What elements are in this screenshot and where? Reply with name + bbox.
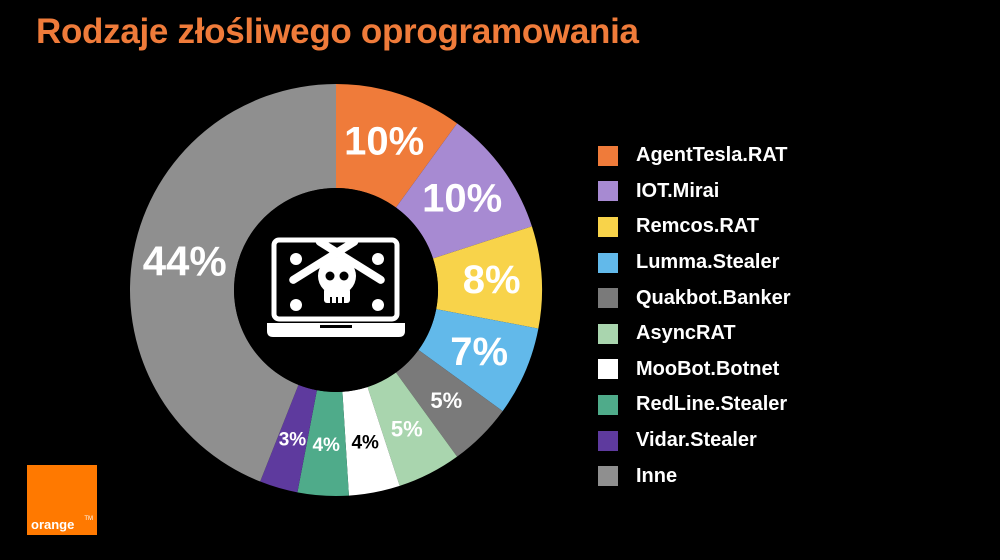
slice-iot-mirai [395,123,532,259]
legend-label: RedLine.Stealer [636,393,788,416]
legend-swatch [598,323,618,344]
legend-label: Quakbot.Banker [636,286,791,309]
chart-title: Rodzaje złośliwego oprogramowania [36,12,639,51]
legend: AgentTesla.RAT IOT.Mirai Remcos.RAT Lumma.S… [598,138,790,494]
legend-label: Remcos.RAT [636,215,759,238]
legend-item-agenttesla-rat: AgentTesla.RAT [598,138,790,174]
data-label-redline-stealer: 4% [312,435,340,456]
legend-label: AsyncRAT [636,322,736,345]
slice-agenttesla-rat [336,84,458,208]
data-label-moobot-botnet: 4% [351,433,379,454]
legend-item-lumma-stealer: Lumma.Stealer [598,245,790,281]
laptop-skull-icon [267,237,405,337]
logo-text: orange [31,517,75,532]
orange-logo: orange TM [27,465,97,535]
legend-item-quakbot-banker: Quakbot.Banker [598,280,790,316]
data-label-asyncrat: 5% [391,416,423,441]
slice-vidar-stealer [260,384,317,493]
slice-quakbot-banker [395,349,503,457]
legend-item-redline-stealer: RedLine.Stealer [598,387,790,423]
legend-item-remcos-rat: Remcos.RAT [598,209,790,245]
data-label-lumma-stealer: 7% [450,330,508,374]
legend-swatch [598,430,618,451]
legend-swatch [598,252,618,273]
legend-swatch [598,216,618,237]
slice-redline-stealer [297,390,349,496]
legend-label: IOT.Mirai [636,179,720,202]
legend-label: AgentTesla.RAT [636,144,788,167]
legend-label: Inne [636,464,678,487]
slice-inne [130,84,336,482]
legend-item-vidar-stealer: Vidar.Stealer [598,423,790,459]
data-label-inne: 44% [143,238,227,285]
legend-item-iot-mirai: IOT.Mirai [598,174,790,210]
slice-asyncrat [367,372,458,486]
legend-swatch [598,359,618,380]
legend-item-asyncrat: AsyncRAT [598,316,790,352]
data-label-agenttesla-rat: 10% [344,120,424,164]
legend-item-moobot-botnet: MooBot.Botnet [598,352,790,388]
data-label-iot-mirai: 10% [422,176,502,220]
legend-swatch [598,394,618,415]
slice-remcos-rat [433,226,543,329]
legend-label: MooBot.Botnet [636,357,780,380]
legend-item-inne: Inne [598,458,790,494]
legend-label: Lumma.Stealer [636,251,780,274]
legend-swatch [598,288,618,309]
logo-tm: TM [84,516,93,522]
legend-swatch [598,181,618,202]
slice-lumma-stealer [418,309,539,412]
data-label-remcos-rat: 8% [463,258,521,302]
legend-swatch [598,145,618,166]
legend-swatch [598,466,618,487]
slice-moobot-botnet [342,387,400,496]
data-label-quakbot-banker: 5% [430,388,462,413]
data-label-vidar-stealer: 3% [279,429,307,450]
legend-label: Vidar.Stealer [636,429,757,452]
